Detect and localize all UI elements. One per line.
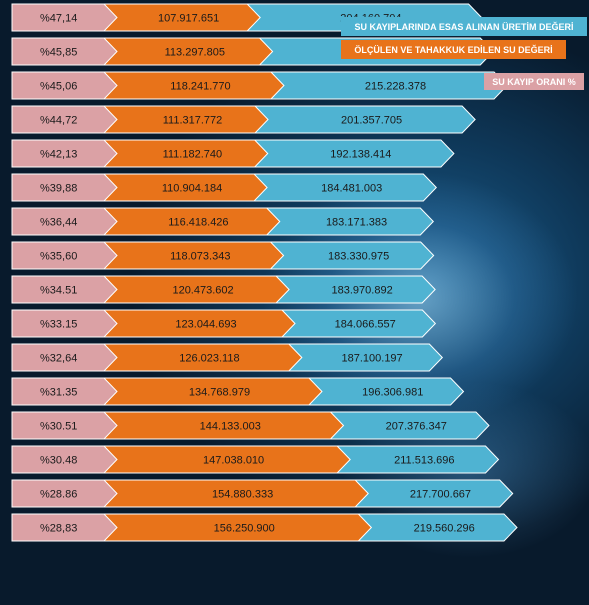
- loss-rate-bar: [11, 207, 118, 236]
- billed-value-label: 110.904.184: [162, 183, 222, 195]
- loss-rate-bar: [11, 445, 118, 474]
- loss-rate-label: %42,13: [40, 149, 77, 161]
- production-value-label: 211.513.696: [394, 455, 454, 467]
- billed-value-label: 134.768.979: [189, 387, 250, 399]
- production-value-label: 196.306.981: [362, 387, 423, 399]
- billed-value-label: 118.241.770: [170, 81, 230, 93]
- billed-value-label: 147.038.010: [203, 455, 264, 467]
- production-value-label: 183.970.892: [332, 285, 393, 297]
- production-value-label: 183.330.975: [328, 251, 389, 263]
- production-value-label: 192.138.414: [330, 149, 391, 161]
- loss-rate-label: %45,85: [40, 47, 77, 59]
- billed-value-label: 107.917.651: [158, 13, 219, 25]
- loss-rate-bar: [11, 139, 118, 168]
- production-value-label: 219.560.296: [414, 523, 475, 535]
- loss-rate-label: %30.51: [40, 421, 77, 433]
- billed-value-label: 113.297.805: [165, 47, 225, 59]
- loss-rate-label: %39,88: [40, 183, 77, 195]
- legend-loss-rate: SU KAYIP ORANI %: [484, 73, 584, 90]
- billed-value-label: 111.317.772: [163, 115, 223, 127]
- production-value-label: 184.066.557: [335, 319, 396, 331]
- billed-value-label: 111.182.740: [163, 149, 223, 161]
- billed-value-label: 154.880.333: [212, 489, 273, 501]
- loss-rate-bar: [11, 309, 118, 338]
- billed-value-label: 123.044.693: [175, 319, 236, 331]
- loss-rate-bar: [11, 105, 118, 134]
- loss-rate-bar: [11, 241, 118, 270]
- loss-rate-label: %44,72: [40, 115, 77, 127]
- legend-billed: ÖLÇÜLEN VE TAHAKKUK EDİLEN SU DEĞERİ: [341, 40, 566, 59]
- loss-rate-label: %28.86: [40, 489, 77, 501]
- loss-rate-label: %47,14: [40, 13, 77, 25]
- loss-rate-label: %32,64: [40, 353, 77, 365]
- production-value-label: 215.228.378: [365, 81, 426, 93]
- production-value-label: 207.376.347: [386, 421, 447, 433]
- loss-rate-bar: [11, 479, 118, 508]
- billed-value-label: 156.250.900: [214, 523, 275, 535]
- loss-rate-bar: [11, 275, 118, 304]
- loss-rate-bar: [11, 513, 118, 542]
- loss-rate-label: %35,60: [40, 251, 77, 263]
- production-value-label: 184.481.003: [321, 183, 382, 195]
- loss-rate-label: %45,06: [40, 81, 77, 93]
- loss-rate-label: %30.48: [40, 455, 77, 467]
- loss-rate-bar: [11, 173, 118, 202]
- production-value-label: 187.100.197: [342, 353, 403, 365]
- production-value-label: 201.357.705: [341, 115, 402, 127]
- billed-value-label: 120.473.602: [172, 285, 233, 297]
- loss-rate-label: %34.51: [40, 285, 77, 297]
- loss-rate-bar: [11, 377, 118, 406]
- loss-rate-label: %36,44: [40, 217, 77, 229]
- loss-rate-bar: [11, 411, 118, 440]
- loss-rate-label: %31.35: [40, 387, 77, 399]
- billed-value-label: 144.133.003: [200, 421, 261, 433]
- loss-rate-bar: [11, 3, 118, 32]
- loss-rate-label: %33.15: [40, 319, 77, 331]
- loss-rate-bar: [11, 37, 118, 66]
- loss-rate-bar: [11, 343, 118, 372]
- billed-value-label: 126.023.118: [179, 353, 239, 365]
- loss-rate-bar: [11, 71, 118, 100]
- production-value-label: 183.171.383: [326, 217, 387, 229]
- loss-rate-label: %28,83: [40, 523, 77, 535]
- billed-value-label: 116.418.426: [168, 217, 228, 229]
- production-value-label: 217.700.667: [410, 489, 471, 501]
- legend-production: SU KAYIPLARINDA ESAS ALINAN ÜRETİM DEĞER…: [341, 17, 587, 36]
- billed-value-label: 118.073.343: [170, 251, 230, 263]
